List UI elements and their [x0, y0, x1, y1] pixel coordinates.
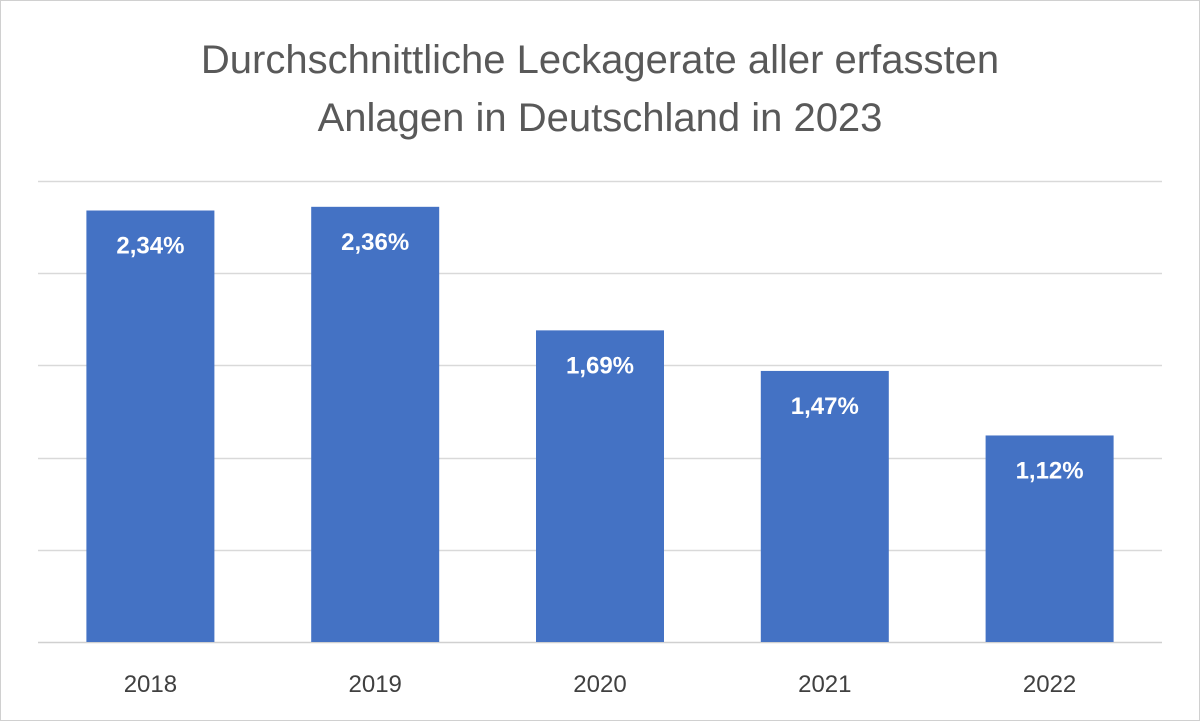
bar	[985, 435, 1114, 642]
data-label: 1,12%	[1016, 457, 1084, 484]
chart-title-line-1: Durchschnittliche Leckagerate aller erfa…	[200, 38, 1000, 82]
x-tick-label: 2022	[1023, 671, 1076, 698]
data-label: 1,47%	[791, 393, 859, 420]
chart-title-line-2: Anlagen in Deutschland in 2023	[317, 96, 883, 140]
chart-title: Durchschnittliche Leckagerate aller erfa…	[1, 31, 1199, 147]
x-tick-label: 2021	[798, 671, 851, 698]
data-label: 1,69%	[566, 352, 634, 379]
bar	[86, 210, 215, 642]
x-tick-label: 2018	[124, 671, 177, 698]
data-label: 2,36%	[341, 229, 409, 256]
data-label: 2,34%	[116, 233, 184, 260]
bar	[760, 370, 889, 642]
bar	[311, 206, 440, 643]
x-tick-label: 2019	[349, 671, 402, 698]
x-tick-label: 2020	[573, 671, 626, 698]
bar	[536, 330, 664, 642]
